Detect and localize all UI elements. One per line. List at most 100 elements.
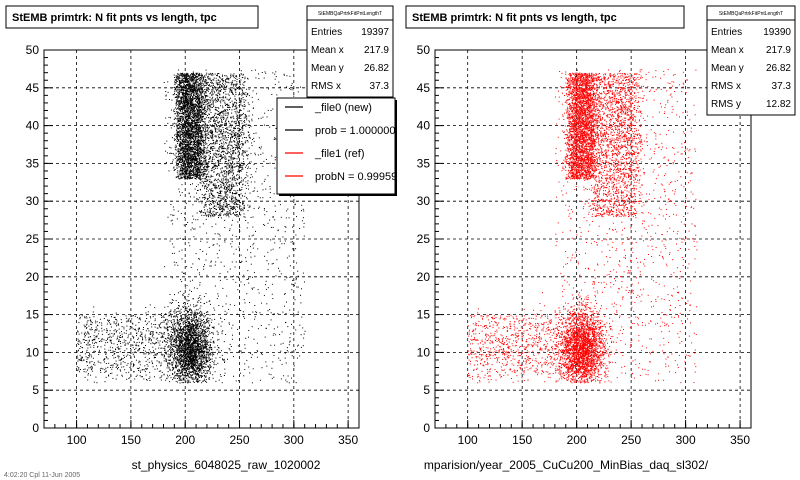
data-point (177, 307, 179, 309)
data-point (277, 313, 279, 315)
data-point (224, 166, 226, 168)
data-point (239, 166, 241, 168)
data-point (228, 165, 230, 167)
data-point (189, 140, 191, 142)
data-point (206, 209, 208, 211)
data-point (205, 155, 207, 157)
data-point (197, 339, 199, 341)
data-point (209, 188, 211, 190)
data-point (182, 374, 184, 376)
data-point (115, 312, 117, 314)
data-point (252, 139, 253, 140)
data-point (220, 376, 222, 377)
data-point (169, 370, 171, 372)
data-point (193, 120, 195, 122)
data-point (239, 162, 241, 164)
data-point (198, 140, 199, 142)
data-point (185, 135, 187, 137)
data-point (171, 356, 173, 358)
data-point (297, 345, 299, 347)
data-point (216, 100, 218, 102)
data-point (203, 330, 205, 332)
data-point (222, 81, 224, 83)
data-point (215, 125, 217, 127)
data-point (237, 162, 239, 164)
data-point (145, 339, 147, 341)
data-point (224, 172, 226, 174)
data-point (199, 311, 201, 313)
data-point (167, 335, 169, 337)
data-point (181, 347, 183, 349)
data-point (179, 152, 181, 154)
data-point (218, 153, 220, 155)
data-point (190, 134, 192, 136)
data-point (247, 185, 249, 187)
data-point (199, 353, 201, 355)
data-point (219, 203, 221, 205)
data-point (239, 181, 241, 183)
data-point (179, 352, 181, 354)
data-point (171, 277, 173, 279)
data-point (163, 336, 165, 338)
data-point (190, 312, 192, 313)
data-point (86, 361, 88, 362)
data-point (177, 107, 179, 109)
data-point (214, 196, 216, 198)
data-point (230, 139, 231, 141)
data-point (202, 92, 204, 94)
data-point (222, 287, 224, 289)
data-point (202, 331, 204, 333)
data-point (210, 366, 212, 368)
data-point (243, 117, 245, 119)
data-point (201, 320, 203, 321)
data-point (174, 169, 176, 170)
data-point (197, 199, 199, 201)
data-point (211, 117, 213, 118)
x-tick-label: 250 (230, 433, 250, 447)
data-point (194, 89, 196, 91)
data-point (192, 103, 194, 105)
data-point (193, 196, 195, 198)
data-point (128, 320, 130, 322)
data-point (190, 173, 192, 175)
data-point (173, 328, 175, 330)
data-point (99, 318, 101, 320)
data-point (173, 327, 175, 329)
data-point (163, 340, 165, 341)
data-point (133, 355, 135, 357)
data-point (220, 89, 222, 91)
data-point (242, 114, 244, 116)
data-point (167, 329, 169, 331)
data-point (180, 174, 182, 176)
data-point (178, 120, 179, 121)
data-point (220, 126, 222, 128)
data-point (195, 354, 197, 356)
data-point (204, 186, 205, 188)
data-point (192, 137, 194, 139)
data-point (228, 87, 230, 89)
data-point (251, 120, 253, 122)
data-point (243, 274, 245, 276)
data-point (214, 360, 216, 362)
data-point (182, 144, 184, 146)
data-point (188, 137, 190, 139)
data-point (212, 342, 214, 344)
data-point (222, 86, 224, 88)
data-point (185, 145, 187, 147)
data-point (233, 163, 235, 165)
data-point (189, 340, 191, 342)
data-point (245, 96, 247, 97)
data-point (188, 324, 190, 326)
data-point (242, 168, 244, 170)
data-point (204, 136, 206, 138)
data-point (192, 101, 194, 103)
data-point (196, 370, 198, 372)
data-point (181, 118, 183, 120)
data-point (178, 325, 180, 327)
data-point (239, 115, 241, 117)
data-point (295, 279, 297, 281)
data-point (188, 113, 190, 115)
data-point (185, 369, 187, 371)
data-point (196, 84, 198, 86)
data-point (234, 144, 236, 146)
